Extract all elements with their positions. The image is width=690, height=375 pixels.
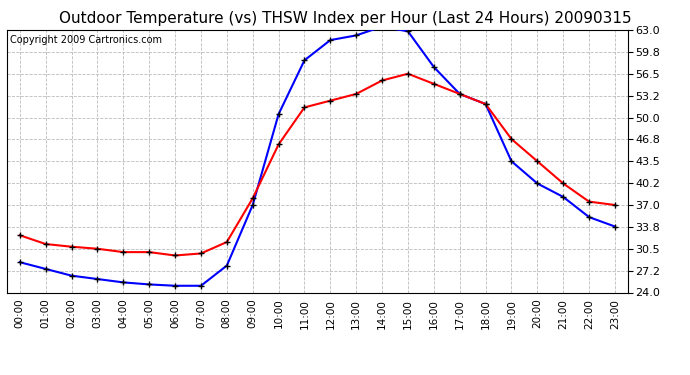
Text: Copyright 2009 Cartronics.com: Copyright 2009 Cartronics.com xyxy=(10,35,162,45)
Text: Outdoor Temperature (vs) THSW Index per Hour (Last 24 Hours) 20090315: Outdoor Temperature (vs) THSW Index per … xyxy=(59,11,631,26)
